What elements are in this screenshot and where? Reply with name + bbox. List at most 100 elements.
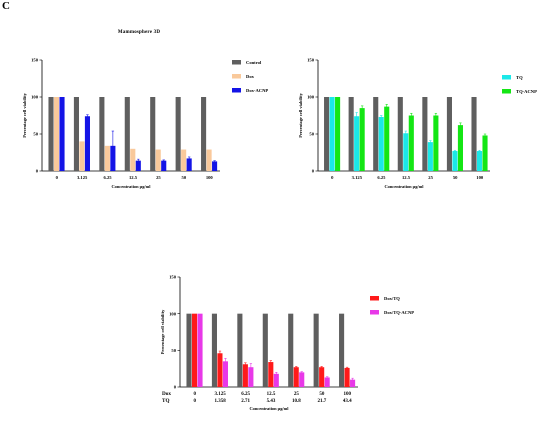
- bar-dox-100: [206, 149, 212, 171]
- x-tick-label: 50: [453, 175, 458, 180]
- bar-dox-3-125: [79, 141, 85, 171]
- bar-dox-tq-12-5: [268, 362, 274, 387]
- x-tick-label: 12.5: [129, 175, 138, 180]
- bar-dox-acnp-0: [59, 97, 65, 171]
- x-tick-label: 100: [344, 392, 352, 397]
- legend-label-tq: TQ: [516, 75, 523, 80]
- bar-chart-dox: 0 50 100 150 Percentage cell viability 0 3.125…: [22, 58, 268, 189]
- y-tick-label: 50: [309, 132, 314, 137]
- bar-control-100: [201, 97, 207, 171]
- bar-control-3-125: [73, 97, 79, 171]
- bar-dox-tq-3-125: [217, 353, 223, 387]
- bar-dox-acnp-12-5: [135, 160, 141, 171]
- bar-control-100: [471, 97, 477, 171]
- x-tick-label: 12.5: [267, 392, 276, 397]
- x-tick-label: 0: [193, 399, 196, 404]
- y-tick-label: 100: [31, 95, 39, 100]
- bar-control-50: [175, 97, 181, 171]
- bar-control-25: [422, 97, 428, 171]
- y-tick-label: 0: [312, 169, 315, 174]
- bar-dox-tq-acnp-3-125: [222, 361, 228, 387]
- bar-dox-12-5: [130, 148, 136, 171]
- legend-swatch-dox: [232, 74, 241, 79]
- bar-dox-tq-acnp-100: [350, 379, 356, 387]
- bar-dox-acnp-3-125: [84, 116, 90, 171]
- bar-dox-tq-6-25: [242, 364, 248, 387]
- x-tick-label: 1.358: [215, 399, 227, 404]
- bar-tq-0: [329, 97, 335, 171]
- x-row-label-dox: Dox: [162, 391, 171, 397]
- bar-dox-0: [53, 97, 60, 171]
- x-tick-label: 6.25: [104, 175, 113, 180]
- legend-swatch-dox-tq: [370, 296, 379, 301]
- legend-label-tq-acnp: TQ-ACNP: [516, 89, 537, 94]
- bar-dox-6-25: [104, 145, 110, 171]
- y-tick-label: 100: [169, 311, 177, 316]
- bar-dox-tq-acnp-25: [299, 372, 305, 387]
- legend-swatch-dox-acnp: [232, 88, 241, 93]
- x-tick-label: 5.43: [267, 399, 276, 404]
- figure-title: Mammosphere 3D: [117, 30, 161, 35]
- bar-dox-tq-acnp-6-25: [248, 367, 254, 387]
- x-tick-label: 100: [476, 175, 484, 180]
- bar-tq-3-125: [354, 116, 360, 171]
- x-tick-label: 3.125: [215, 392, 227, 397]
- bar-control-50: [313, 313, 319, 387]
- y-axis-label: Percentage cell viability: [22, 92, 27, 137]
- bar-dox-tq-acnp-12-5: [273, 373, 279, 387]
- bar-chart-dox-tq: 0 50 100 150 Percentage cell viability 0 0 3.12…: [160, 275, 414, 411]
- bar-control-12-5: [124, 97, 130, 171]
- x-tick-label: 25: [428, 175, 433, 180]
- x-tick-label: 21.7: [317, 399, 326, 404]
- bar-dox-acnp-100: [212, 161, 218, 171]
- bar-control-0: [324, 97, 330, 171]
- y-tick-label: 50: [171, 348, 176, 353]
- y-axis-label: Percentage cell viability: [298, 92, 303, 137]
- bar-dox-25: [155, 149, 161, 171]
- bar-chart-tq: 0 50 100 150 Percentage cell viability 0 3.125…: [298, 58, 537, 189]
- bar-tq-6-25: [378, 116, 384, 171]
- y-tick-label: 150: [31, 58, 39, 63]
- bar-dox-tq-acnp-50: [324, 377, 330, 387]
- x-axis-label: Concentration µg/ml: [112, 184, 152, 189]
- bar-tq-25: [427, 142, 433, 171]
- bar-tq-acnp-6-25: [384, 106, 390, 171]
- x-tick-label: 3.125: [77, 175, 88, 180]
- legend-label-dox-tq-acnp: Dox/TQ-ACNP: [384, 310, 414, 315]
- bar-control-50: [446, 97, 452, 171]
- x-row-label-tq: TQ: [162, 398, 170, 404]
- x-tick-label: 25: [156, 175, 161, 180]
- x-tick-label: 10.8: [292, 399, 301, 404]
- bar-tq-acnp-3-125: [359, 108, 365, 171]
- bar-control-25: [288, 313, 294, 387]
- y-tick-label: 150: [307, 58, 315, 63]
- x-tick-label: 50: [319, 392, 325, 397]
- bar-control-0: [186, 313, 192, 387]
- bar-dox-acnp-50: [186, 158, 192, 171]
- bar-dox-50: [181, 149, 187, 171]
- y-tick-label: 150: [169, 275, 177, 280]
- bar-control-0: [48, 97, 54, 171]
- x-tick-label: 50: [182, 175, 187, 180]
- bar-control-12-5: [262, 313, 268, 387]
- legend-label-dox-acnp: Dox-ACNP: [246, 88, 268, 93]
- x-tick-label: 0: [193, 392, 196, 397]
- x-tick-label: 12.5: [402, 175, 411, 180]
- bar-dox-tq-50: [319, 367, 325, 387]
- bar-dox-tq-25: [293, 367, 299, 387]
- bar-control-6-25: [373, 97, 379, 171]
- bar-tq-50: [452, 151, 458, 171]
- x-tick-label: 2.71: [241, 399, 250, 404]
- bar-control-3-125: [211, 313, 217, 387]
- x-tick-label: 43.4: [343, 399, 352, 404]
- legend-label-dox-tq: Dox/TQ: [384, 296, 400, 301]
- y-tick-label: 0: [36, 169, 39, 174]
- x-tick-label: 3.125: [352, 175, 363, 180]
- bar-dox-acnp-25: [161, 160, 167, 171]
- bar-tq-100: [476, 151, 483, 171]
- x-tick-label: 0: [56, 175, 59, 180]
- legend-swatch-dox-tq-acnp: [370, 310, 379, 315]
- bar-tq-acnp-25: [433, 115, 439, 171]
- bar-control-100: [339, 313, 345, 387]
- x-tick-label: 25: [294, 392, 300, 397]
